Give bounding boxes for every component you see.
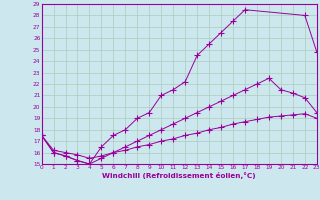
X-axis label: Windchill (Refroidissement éolien,°C): Windchill (Refroidissement éolien,°C) bbox=[102, 172, 256, 179]
